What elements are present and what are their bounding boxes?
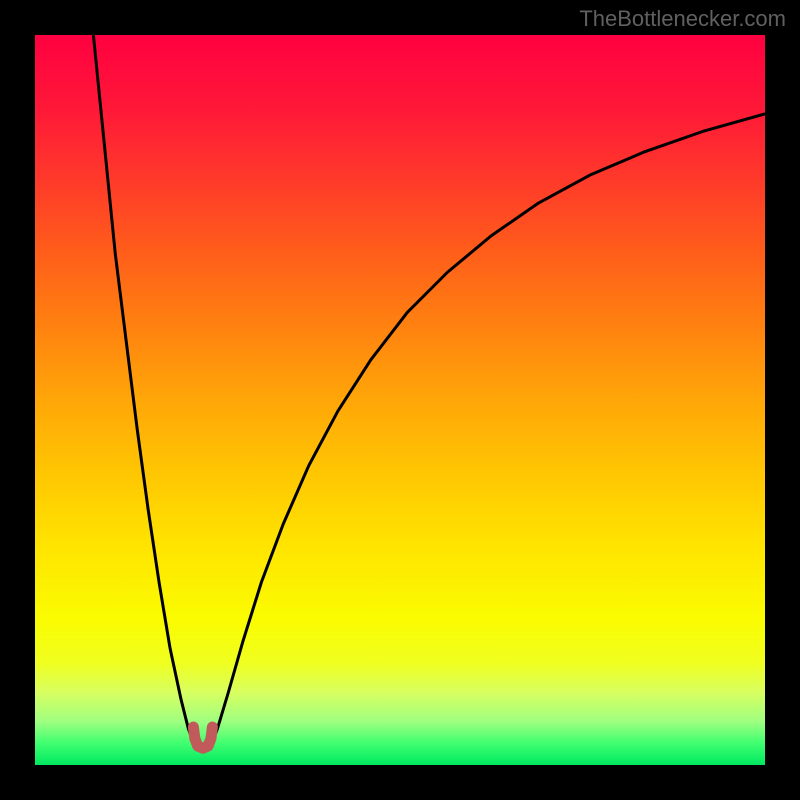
plot-area [35,35,765,765]
figure-root: TheBottlenecker.com [0,0,800,800]
watermark-text: TheBottlenecker.com [579,6,786,32]
gradient-background [35,35,765,765]
chart-svg [35,35,765,765]
